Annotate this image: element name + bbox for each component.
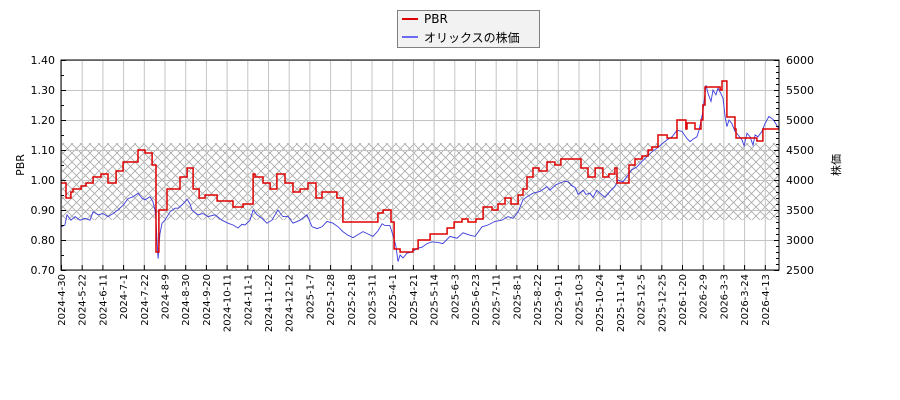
shaded-band — [61, 143, 779, 220]
left-y-tick-label: 1.40 — [31, 54, 56, 67]
x-tick-label: 2026-2-9 — [699, 274, 710, 319]
x-tick-label: 2026-4-13 — [761, 274, 772, 326]
legend-pbr-label: PBR — [424, 12, 448, 26]
series-stock-price-line — [61, 85, 779, 262]
x-tick-label: 2025-2-18 — [347, 274, 358, 326]
x-tick-label: 2026-3-3 — [719, 274, 730, 319]
right-y-tick-label: 3500 — [786, 204, 814, 217]
x-tick-label: 2025-11-14 — [616, 274, 627, 332]
right-axis-title: 株価 — [829, 154, 843, 176]
shaded-band-rect — [61, 143, 779, 220]
x-tick-label: 2025-5-14 — [430, 274, 441, 326]
left-y-tick-label: 0.90 — [31, 204, 56, 217]
x-tick-label: 2025-6-3 — [450, 274, 461, 319]
x-tick-label: 2024-10-11 — [223, 274, 234, 332]
x-tick-label: 2024-9-20 — [202, 274, 213, 326]
x-tick-label: 2025-12-25 — [657, 274, 668, 332]
right-y-tick-label: 4000 — [786, 174, 814, 187]
x-tick-label: 2025-9-11 — [554, 274, 565, 326]
x-tick-label: 2026-3-24 — [740, 274, 751, 326]
right-y-tick-label: 5000 — [786, 114, 814, 127]
x-tick-label: 2024-8-30 — [181, 274, 192, 326]
x-tick-label: 2024-12-12 — [285, 274, 296, 332]
x-tick-label: 2025-1-7 — [305, 274, 316, 319]
legend-box — [397, 10, 540, 48]
x-tick-label: 2024-4-30 — [57, 274, 68, 326]
right-y-tick-label: 4500 — [786, 144, 814, 157]
pbr-line — [61, 80, 779, 253]
x-tick-label: 2024-11-22 — [264, 274, 275, 332]
x-tick-label: 2025-1-28 — [326, 274, 337, 326]
x-tick-label: 2025-4-21 — [409, 274, 420, 326]
legend-stock-price-label: オリックスの株価 — [424, 30, 520, 45]
right-y-tick-label: 5500 — [786, 84, 814, 97]
x-tick-label: 2025-10-24 — [595, 274, 606, 332]
x-tick-label: 2025-12-5 — [637, 274, 648, 326]
right-y-tick-label: 6000 — [786, 54, 814, 67]
x-tick-label: 2025-8-22 — [533, 274, 544, 326]
left-y-tick-label: 1.20 — [31, 114, 56, 127]
x-tick-label: 2026-1-20 — [678, 274, 689, 326]
axis-ticks — [61, 60, 779, 271]
x-tick-label: 2025-8-1 — [512, 274, 523, 319]
right-y-tick-label: 3000 — [786, 234, 814, 247]
left-axis-tick-labels: 1.40 1.30 1.20 1.10 1.00 0.90 0.80 0.70 — [31, 54, 56, 277]
x-tick-label: 2024-7-22 — [140, 274, 151, 326]
left-y-tick-label: 0.70 — [31, 264, 56, 277]
x-axis-tick-labels: 2024-4-30 2024-5-22 2024-6-11 2024-7-1 2024-… — [57, 274, 772, 332]
left-y-tick-label: 1.10 — [31, 144, 56, 157]
x-tick-label: 2024-6-11 — [98, 274, 109, 326]
x-tick-label: 2024-7-1 — [119, 274, 130, 319]
left-y-tick-label: 1.00 — [31, 174, 56, 187]
right-y-tick-label: 2500 — [786, 264, 814, 277]
x-tick-label: 2025-7-11 — [492, 274, 503, 326]
legend: PBR オリックスの株価 — [397, 10, 540, 48]
series-pbr-line — [61, 80, 779, 253]
left-y-tick-label: 1.30 — [31, 84, 56, 97]
x-tick-label: 2025-10-3 — [575, 274, 586, 326]
right-axis-tick-labels: 6000 5500 5000 4500 4000 3500 3000 2500 — [786, 54, 814, 277]
stock-price-line — [61, 85, 779, 262]
x-tick-label: 2025-3-11 — [368, 274, 379, 326]
left-axis-title: PBR — [14, 154, 27, 176]
x-tick-label: 2024-8-9 — [161, 274, 172, 319]
x-tick-label: 2024-11-1 — [243, 274, 254, 326]
x-tick-label: 2025-4-1 — [388, 274, 399, 319]
x-tick-label: 2025-6-23 — [471, 274, 482, 326]
x-tick-label: 2024-5-22 — [78, 274, 89, 326]
left-y-tick-label: 0.80 — [31, 234, 56, 247]
